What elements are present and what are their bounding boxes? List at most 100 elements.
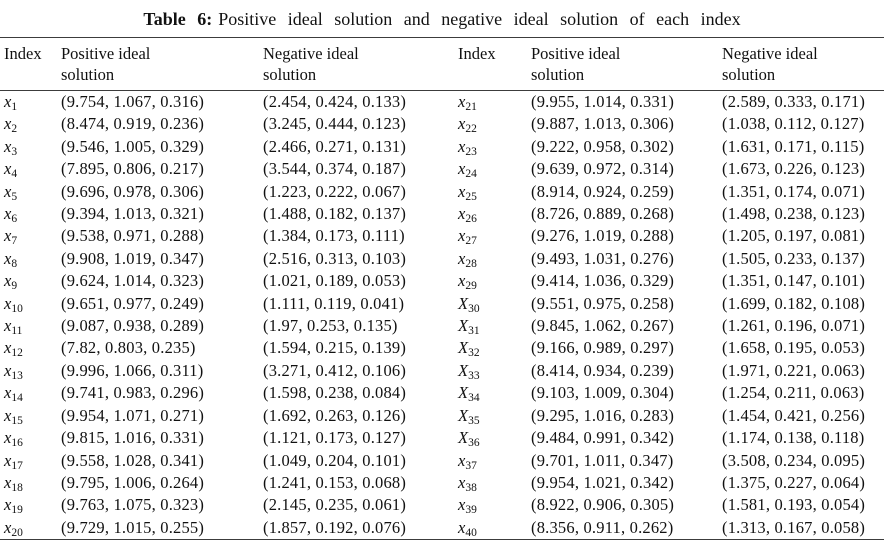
- index-symbol: x: [458, 517, 466, 537]
- table-row: x11 (9.087, 0.938, 0.289) (1.97, 0.253, …: [0, 315, 884, 337]
- index-symbol: x: [458, 114, 466, 134]
- index-symbol: X: [458, 383, 469, 403]
- index-symbol: x: [4, 136, 12, 156]
- negative-cell-right: (1.454, 0.421, 0.256): [722, 405, 866, 425]
- negative-cell-left: (1.021, 0.189, 0.053): [263, 271, 407, 291]
- index-subscript: 3: [11, 145, 18, 158]
- index-subscript: 8: [11, 257, 18, 270]
- positive-cell-right: (9.551, 0.975, 0.258): [531, 293, 675, 313]
- table-title-label: Table 6:: [143, 9, 213, 29]
- negative-cell-right: (1.313, 0.167, 0.058): [722, 517, 866, 537]
- negative-cell-right: (1.658, 0.195, 0.053): [722, 338, 866, 358]
- table-row: x6 (9.394, 1.013, 0.321) (1.488, 0.182, …: [0, 203, 884, 225]
- index-cell-left: x3: [0, 136, 61, 158]
- index-subscript: 24: [465, 168, 477, 181]
- col-header-label: Positive ideal solution: [61, 44, 151, 84]
- index-cell-left: x5: [0, 181, 61, 203]
- table-row: x12 (7.82, 0.803, 0.235) (1.594, 0.215, …: [0, 337, 884, 359]
- table-row: x2 (8.474, 0.919, 0.236) (3.245, 0.444, …: [0, 113, 884, 135]
- index-cell-left: x7: [0, 225, 61, 247]
- index-cell-right: x26: [454, 203, 531, 225]
- index-subscript: 12: [11, 347, 23, 360]
- index-subscript: 4: [11, 168, 18, 181]
- index-symbol: x: [4, 450, 12, 470]
- index-subscript: 30: [468, 302, 480, 315]
- index-subscript: 25: [465, 190, 477, 203]
- index-subscript: 35: [468, 414, 480, 427]
- positive-cell-left: (7.895, 0.806, 0.217): [61, 159, 205, 179]
- negative-cell-left: (1.241, 0.153, 0.068): [263, 472, 407, 492]
- index-symbol: X: [458, 428, 469, 448]
- index-cell-left: x20: [0, 517, 61, 540]
- index-cell-left: x8: [0, 248, 61, 270]
- negative-cell-right: (1.174, 0.138, 0.118): [722, 428, 865, 448]
- positive-cell-left: (9.996, 1.066, 0.311): [61, 360, 204, 380]
- index-cell-left: x6: [0, 203, 61, 225]
- index-cell-left: x16: [0, 427, 61, 449]
- index-cell-right: X35: [454, 405, 531, 427]
- table-row: x4 (7.895, 0.806, 0.217) (3.544, 0.374, …: [0, 158, 884, 180]
- negative-cell-right: (1.673, 0.226, 0.123): [722, 159, 866, 179]
- col-header-positive-right: Positive ideal solution: [531, 37, 722, 91]
- index-symbol: x: [458, 271, 466, 291]
- negative-cell-left: (3.245, 0.444, 0.123): [263, 114, 407, 134]
- index-cell-right: x40: [454, 517, 531, 540]
- positive-cell-left: (9.696, 0.978, 0.306): [61, 181, 205, 201]
- index-subscript: 18: [11, 481, 23, 494]
- index-subscript: 22: [465, 123, 477, 136]
- table-row: x8 (9.908, 1.019, 0.347) (2.516, 0.313, …: [0, 248, 884, 270]
- index-cell-right: X36: [454, 427, 531, 449]
- positive-cell-right: (9.222, 0.958, 0.302): [531, 136, 675, 156]
- negative-cell-right: (1.261, 0.196, 0.071): [722, 316, 866, 336]
- negative-cell-right: (1.631, 0.171, 0.115): [722, 136, 865, 156]
- positive-cell-right: (8.726, 0.889, 0.268): [531, 204, 675, 224]
- col-header-negative-left: Negative ideal solution: [263, 37, 454, 91]
- index-subscript: 7: [11, 235, 18, 248]
- table-row: x10 (9.651, 0.977, 0.249) (1.111, 0.119,…: [0, 293, 884, 315]
- index-symbol: x: [458, 136, 466, 156]
- index-subscript: 15: [11, 414, 23, 427]
- table-row: x9 (9.624, 1.014, 0.323) (1.021, 0.189, …: [0, 270, 884, 292]
- table-body: x1 (9.754, 1.067, 0.316) (2.454, 0.424, …: [0, 91, 884, 540]
- index-subscript: 37: [465, 459, 477, 472]
- table-row: x20 (9.729, 1.015, 0.255) (1.857, 0.192,…: [0, 517, 884, 540]
- positive-cell-right: (9.954, 1.021, 0.342): [531, 472, 675, 492]
- positive-cell-right: (9.845, 1.062, 0.267): [531, 316, 675, 336]
- negative-cell-left: (2.145, 0.235, 0.061): [263, 495, 407, 515]
- table-row: x18 (9.795, 1.006, 0.264) (1.241, 0.153,…: [0, 472, 884, 494]
- negative-cell-left: (1.857, 0.192, 0.076): [263, 517, 407, 537]
- index-symbol: x: [4, 495, 12, 515]
- index-symbol: x: [4, 428, 12, 448]
- positive-cell-left: (9.558, 1.028, 0.341): [61, 450, 205, 470]
- negative-cell-left: (1.692, 0.263, 0.126): [263, 405, 407, 425]
- positive-cell-left: (9.624, 1.014, 0.323): [61, 271, 205, 291]
- positive-cell-left: (9.087, 0.938, 0.289): [61, 316, 205, 336]
- index-cell-right: x37: [454, 450, 531, 472]
- index-symbol: x: [4, 92, 12, 111]
- table-title-text: Positive ideal solution and negative ide…: [218, 9, 741, 29]
- negative-cell-right: (1.254, 0.211, 0.063): [722, 383, 865, 403]
- table-row: x19 (9.763, 1.075, 0.323) (2.145, 0.235,…: [0, 494, 884, 516]
- table-title: Table 6: Positive ideal solution and nega…: [0, 0, 884, 37]
- positive-cell-right: (9.639, 0.972, 0.314): [531, 159, 675, 179]
- index-subscript: 27: [465, 235, 477, 248]
- index-cell-left: x11: [0, 315, 61, 337]
- negative-cell-right: (1.581, 0.193, 0.054): [722, 495, 866, 515]
- index-symbol: x: [458, 495, 466, 515]
- index-symbol: x: [4, 293, 12, 313]
- index-cell-right: X33: [454, 360, 531, 382]
- index-cell-left: x13: [0, 360, 61, 382]
- negative-cell-left: (1.049, 0.204, 0.101): [263, 450, 407, 470]
- positive-cell-left: (7.82, 0.803, 0.235): [61, 338, 196, 358]
- index-subscript: 5: [11, 190, 18, 203]
- positive-cell-right: (9.295, 1.016, 0.283): [531, 405, 675, 425]
- positive-cell-right: (9.701, 1.011, 0.347): [531, 450, 674, 470]
- col-header-negative-right: Negative ideal solution: [722, 37, 884, 91]
- table-row: x16 (9.815, 1.016, 0.331) (1.121, 0.173,…: [0, 427, 884, 449]
- negative-cell-left: (1.488, 0.182, 0.137): [263, 204, 407, 224]
- negative-cell-right: (1.971, 0.221, 0.063): [722, 360, 866, 380]
- positive-cell-right: (8.914, 0.924, 0.259): [531, 181, 675, 201]
- index-subscript: 6: [11, 213, 18, 226]
- index-cell-left: x2: [0, 113, 61, 135]
